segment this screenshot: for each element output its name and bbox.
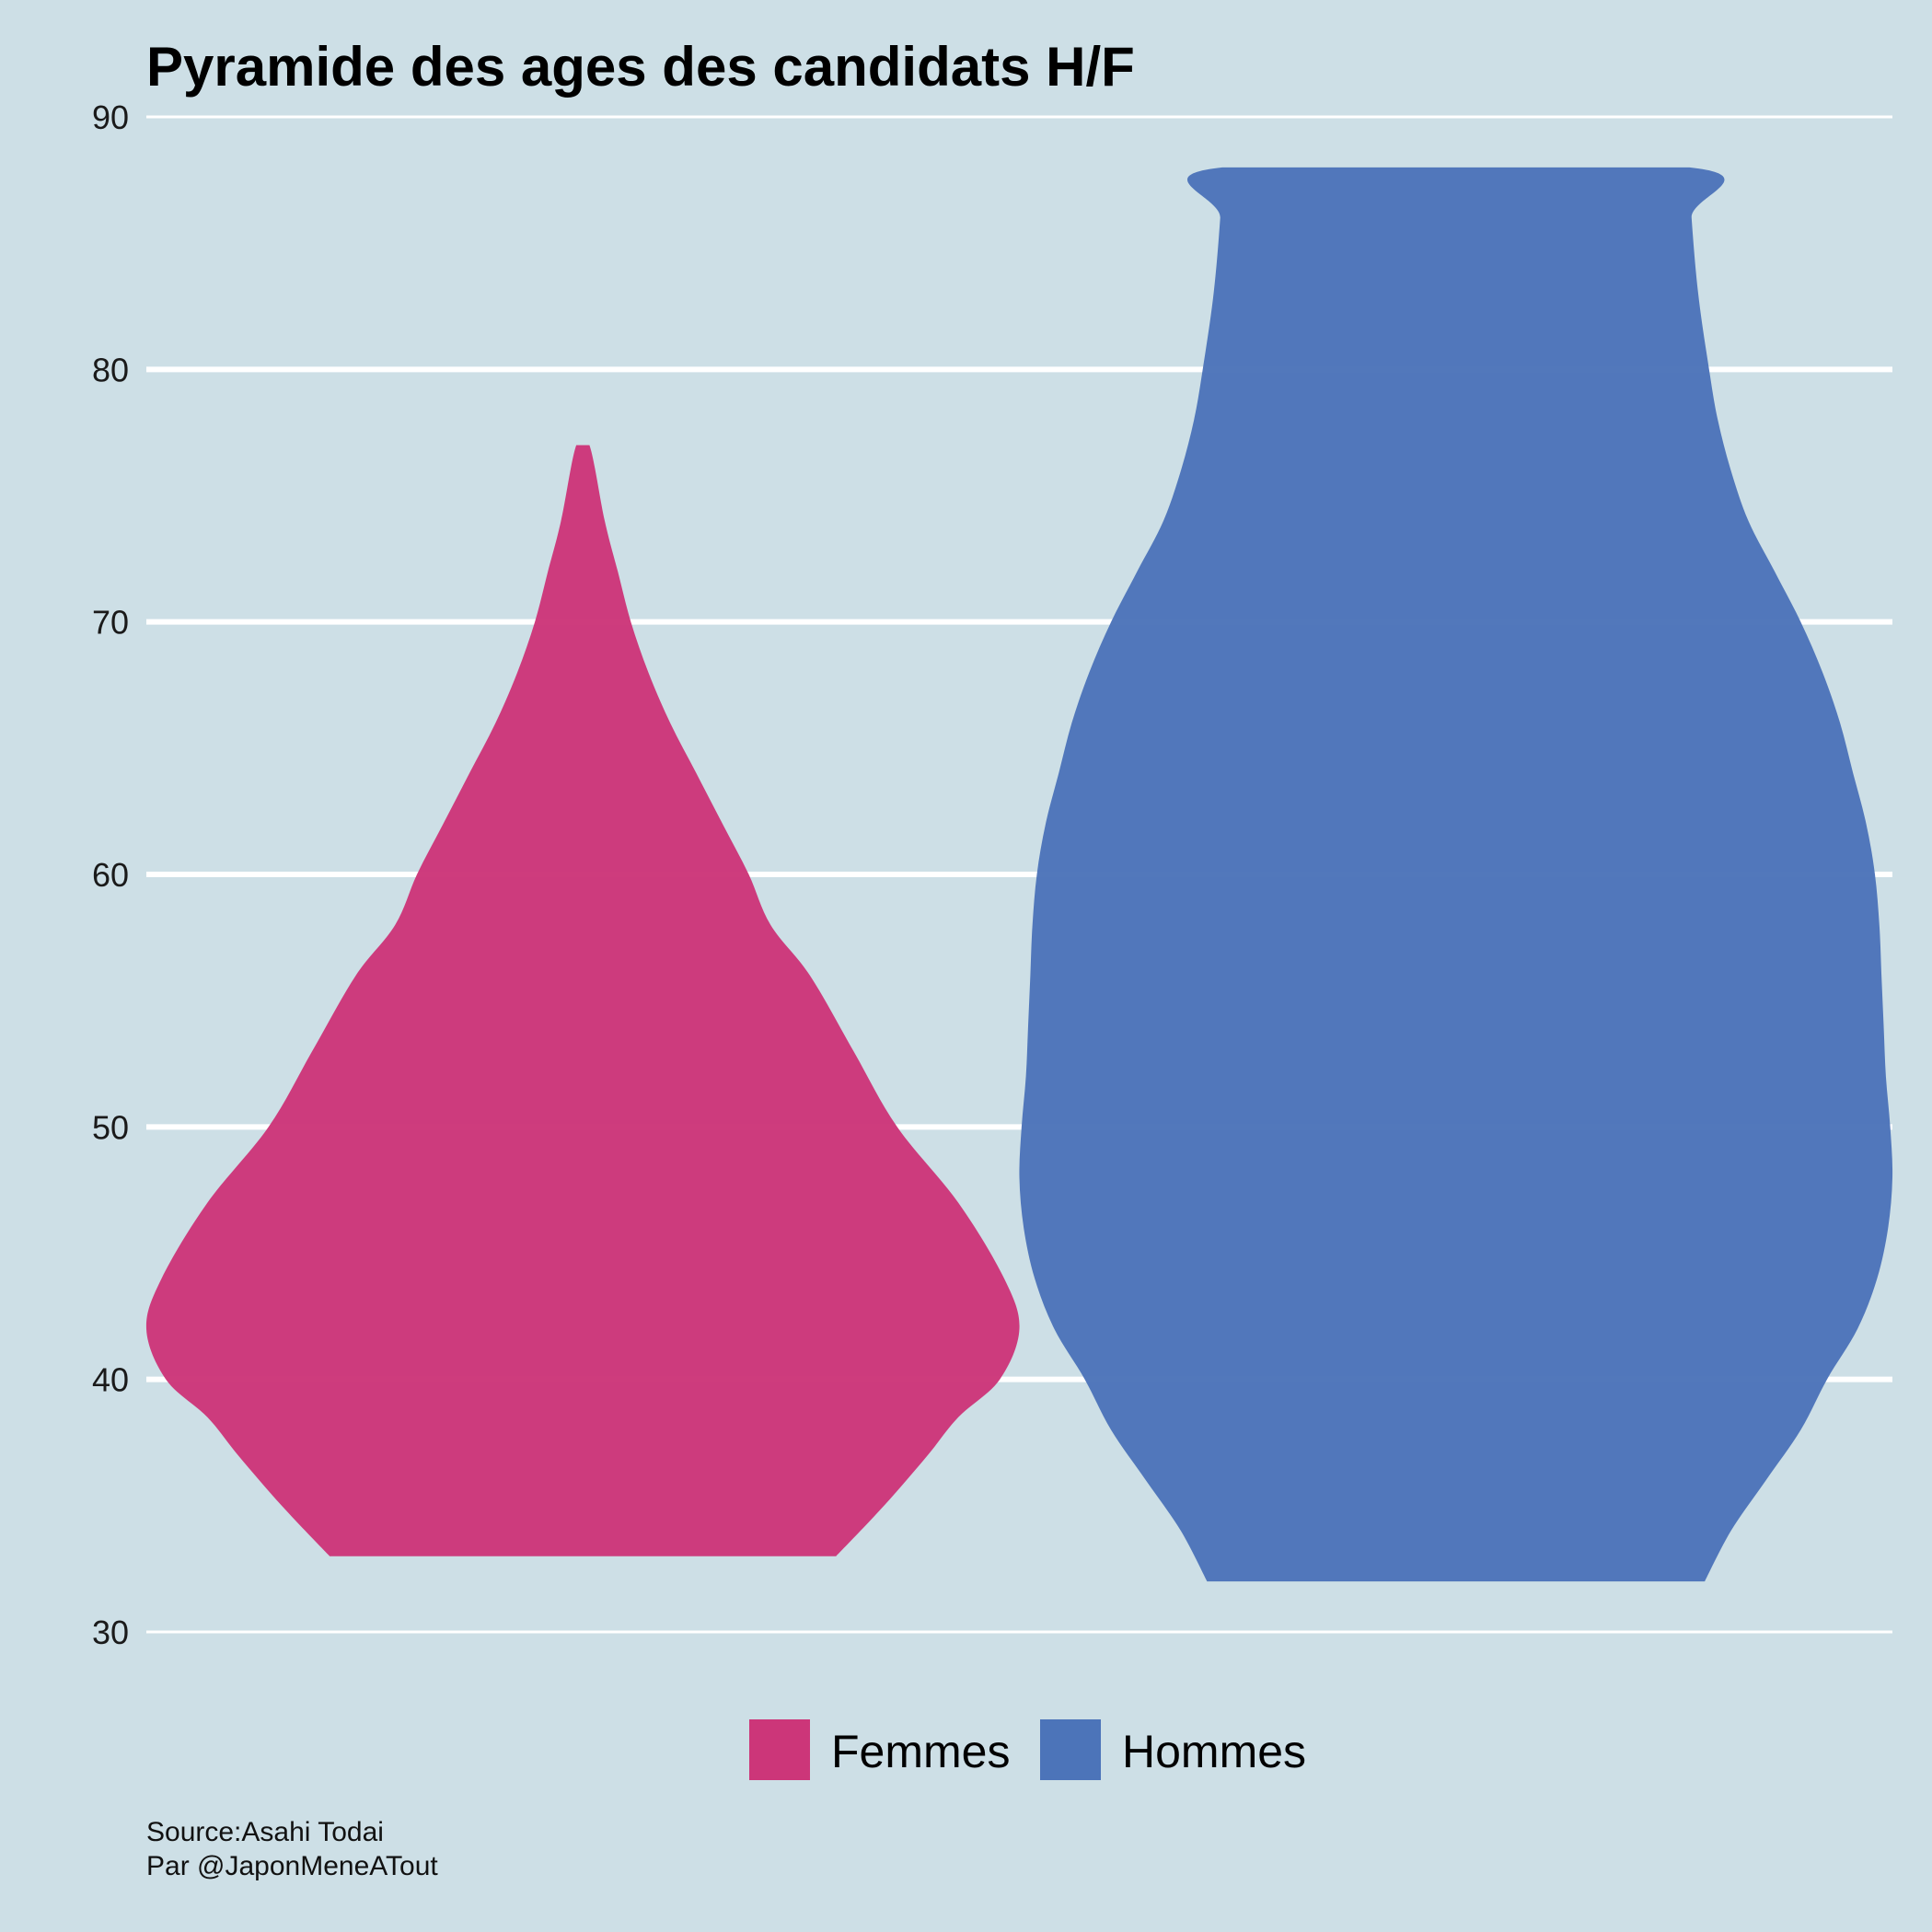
violin-hommes <box>1019 167 1893 1582</box>
caption-author: Par @JaponMeneATout <box>146 1851 438 1881</box>
legend-swatch-hommes <box>1040 1719 1101 1780</box>
legend: Femmes Hommes <box>749 1719 1306 1780</box>
caption-source: Source:Asahi Todai <box>146 1817 384 1847</box>
y-tick-label-90: 90 <box>92 98 129 136</box>
y-tick-label-40: 40 <box>92 1361 129 1399</box>
y-tick-label-30: 30 <box>92 1614 129 1651</box>
legend-swatch-femmes <box>749 1719 810 1780</box>
violins <box>145 167 1893 1582</box>
y-tick-label-80: 80 <box>92 351 129 388</box>
y-axis-ticks: 30 40 50 60 70 80 90 <box>92 98 129 1651</box>
y-tick-label-60: 60 <box>92 856 129 894</box>
y-tick-label-50: 50 <box>92 1108 129 1146</box>
violin-femmes <box>145 445 1020 1556</box>
legend-label-femmes: Femmes <box>831 1726 1010 1777</box>
chart-title: Pyramide des ages des candidats H/F <box>146 36 1135 98</box>
legend-label-hommes: Hommes <box>1122 1726 1306 1777</box>
y-tick-label-70: 70 <box>92 604 129 642</box>
